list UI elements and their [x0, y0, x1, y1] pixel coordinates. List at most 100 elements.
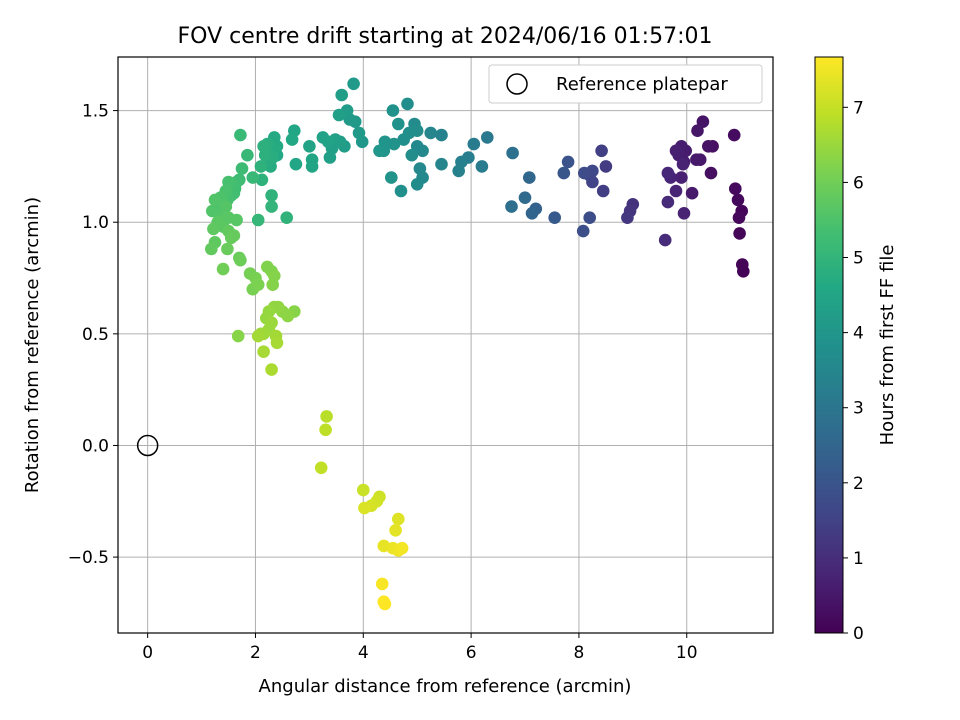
data-point [702, 140, 715, 153]
data-point [332, 108, 346, 122]
data-point [392, 117, 405, 131]
data-point [595, 144, 608, 158]
colorbar-label: Hours from first FF file [877, 245, 898, 446]
data-point [690, 153, 703, 166]
colorbar-tick-label: 3 [853, 399, 864, 419]
data-point [378, 597, 392, 611]
colorbar-tick-label: 0 [853, 624, 864, 644]
data-point [385, 171, 398, 184]
data-point [621, 211, 634, 224]
colorbar-tick-label: 2 [853, 474, 864, 494]
data-point [266, 278, 280, 292]
x-tick-label: 4 [358, 643, 369, 663]
data-point [246, 171, 260, 184]
data-point [523, 171, 536, 184]
data-point [373, 144, 386, 158]
data-point [219, 200, 233, 213]
data-point [319, 423, 332, 437]
data-point [576, 224, 590, 238]
data-point [578, 166, 591, 180]
data-point [251, 329, 265, 343]
data-point [392, 512, 405, 526]
data-point [270, 336, 284, 350]
legend-label-reference: Reference platepar [556, 74, 728, 95]
data-point [208, 193, 222, 207]
data-point [314, 461, 328, 475]
data-point [241, 148, 254, 162]
data-point [731, 193, 745, 207]
data-point [221, 242, 234, 256]
data-point [375, 577, 389, 591]
data-point [316, 131, 330, 144]
data-point [207, 222, 220, 236]
data-point [525, 207, 539, 220]
data-point [394, 184, 408, 198]
reference-marker [136, 434, 159, 457]
scatter-points [205, 77, 750, 611]
x-tick-label: 2 [250, 643, 261, 663]
data-point [596, 184, 610, 198]
data-point [467, 137, 481, 151]
data-point [305, 160, 319, 173]
data-point [424, 126, 438, 140]
data-point [727, 128, 741, 142]
data-point [265, 189, 278, 202]
data-point [561, 155, 575, 169]
data-point [557, 166, 571, 180]
y-axis-label: Rotation from reference (arcmin) [22, 197, 43, 493]
data-point [335, 88, 349, 102]
chart-title: FOV centre drift starting at 2024/06/16 … [178, 24, 713, 49]
data-point [733, 227, 746, 240]
data-point [234, 128, 247, 142]
colorbar-tick-label: 4 [853, 324, 864, 344]
data-point [704, 166, 718, 180]
data-point [505, 200, 518, 213]
data-point [357, 483, 370, 497]
data-point [251, 278, 265, 292]
data-point [736, 258, 749, 271]
data-point [669, 184, 683, 198]
data-point [216, 262, 230, 276]
data-point [481, 131, 494, 144]
reference-point [136, 434, 159, 457]
colorbar-ticks: 0 1 2 3 4 5 6 7 [843, 98, 864, 644]
data-point [352, 126, 366, 140]
data-point [669, 144, 683, 158]
data-point [518, 191, 532, 204]
y-tick-label: 1.5 [82, 102, 109, 122]
data-point [320, 410, 333, 423]
data-point [347, 77, 360, 91]
data-point [410, 178, 424, 191]
data-point [254, 160, 268, 173]
data-point [658, 233, 672, 247]
data-point [506, 146, 519, 160]
y-tick-label: 0.0 [82, 436, 109, 456]
x-tick-label: 0 [142, 643, 153, 663]
colorbar-tick-label: 7 [853, 98, 864, 118]
data-point [205, 242, 218, 256]
data-point [401, 97, 414, 111]
data-point [475, 160, 489, 173]
data-point [231, 329, 245, 343]
data-point [251, 213, 265, 227]
data-point [452, 164, 466, 178]
x-axis-label: Angular distance from reference (arcmin) [259, 676, 632, 697]
x-tick-label: 8 [574, 643, 585, 663]
data-point [230, 213, 243, 227]
data-point [257, 140, 270, 153]
legend: Reference platepar [488, 64, 763, 104]
data-point [265, 200, 278, 213]
legend-marker-reference [506, 73, 528, 95]
data-point [323, 151, 337, 164]
y-tick-label: −0.5 [68, 548, 109, 568]
data-point [280, 211, 294, 224]
data-point [675, 171, 688, 184]
legend-box [488, 64, 763, 104]
data-point [435, 128, 448, 142]
data-point [685, 186, 699, 200]
plot-background [118, 57, 773, 633]
colorbar-tick-label: 6 [853, 173, 864, 193]
plot-frame [117, 56, 774, 634]
data-point [389, 524, 402, 537]
x-axis-ticks: 0 2 4 6 8 10 [142, 633, 698, 663]
